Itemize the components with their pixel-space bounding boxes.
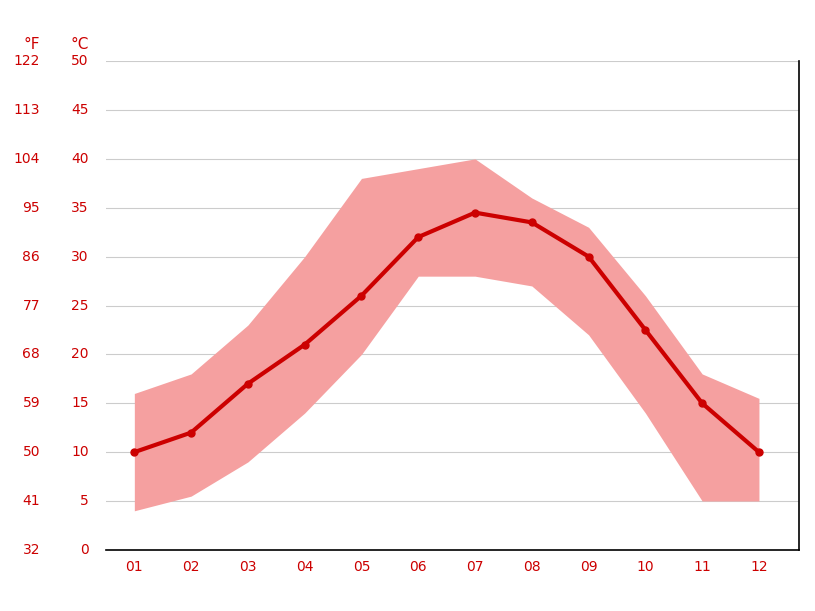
Text: 30: 30 — [71, 250, 89, 263]
Text: 15: 15 — [71, 397, 89, 410]
Text: 95: 95 — [23, 201, 40, 214]
Text: 68: 68 — [22, 348, 40, 361]
Text: 104: 104 — [14, 152, 40, 166]
Text: 113: 113 — [14, 103, 40, 117]
Text: 50: 50 — [23, 445, 40, 459]
Text: 20: 20 — [71, 348, 89, 361]
Text: 59: 59 — [23, 397, 40, 410]
Text: °C: °C — [70, 37, 89, 52]
Text: 41: 41 — [23, 494, 40, 508]
Text: 50: 50 — [71, 54, 89, 68]
Text: 40: 40 — [71, 152, 89, 166]
Text: °F: °F — [24, 37, 40, 52]
Text: 5: 5 — [80, 494, 89, 508]
Text: 122: 122 — [14, 54, 40, 68]
Text: 10: 10 — [71, 445, 89, 459]
Text: 35: 35 — [71, 201, 89, 214]
Text: 77: 77 — [23, 299, 40, 312]
Text: 45: 45 — [71, 103, 89, 117]
Text: 32: 32 — [23, 543, 40, 557]
Text: 25: 25 — [71, 299, 89, 312]
Text: 0: 0 — [80, 543, 89, 557]
Text: 86: 86 — [22, 250, 40, 263]
